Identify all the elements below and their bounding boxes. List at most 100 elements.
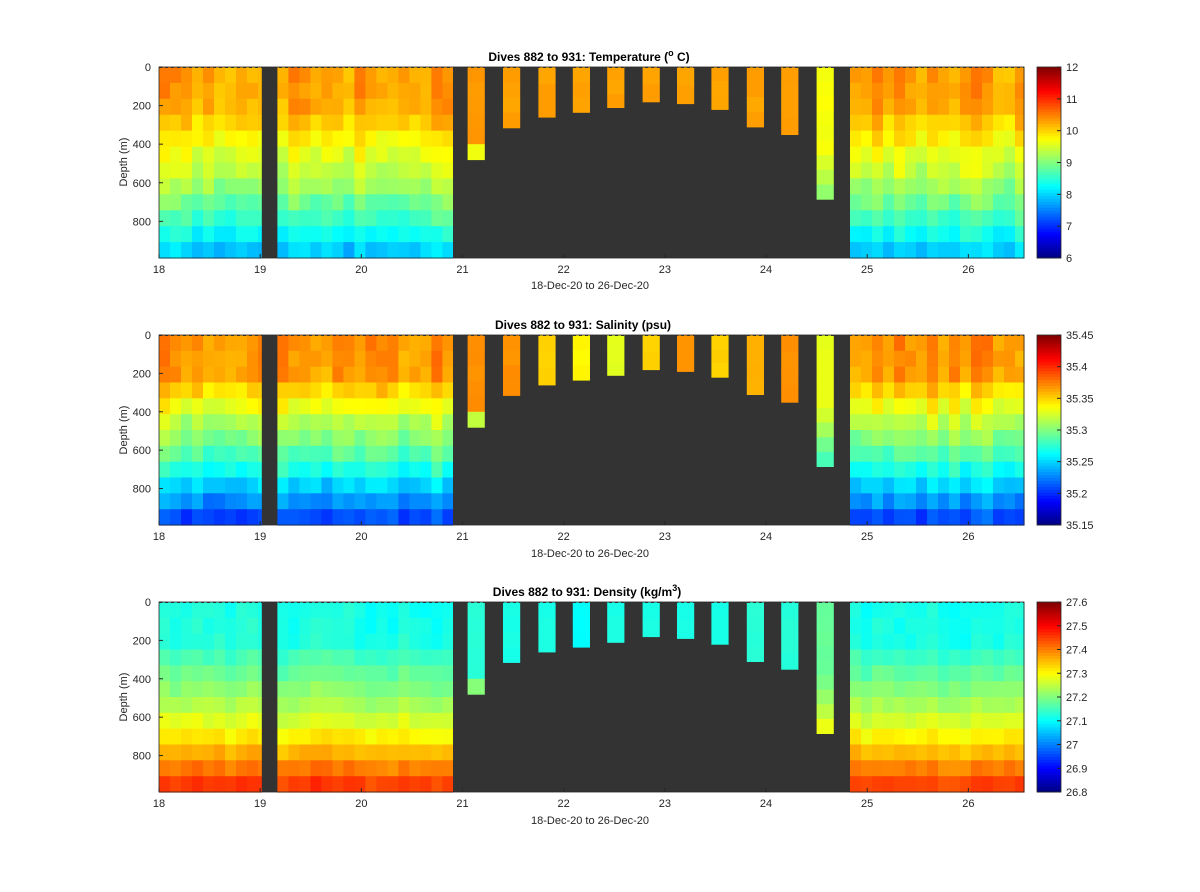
salinity-colorbar-label: 35.4 xyxy=(1066,362,1087,374)
temperature-colorbar-label: 9 xyxy=(1066,158,1072,170)
salinity-xtick-label: 22 xyxy=(558,531,570,543)
salinity-ytick-label: 0 xyxy=(145,330,151,342)
density-short-dive xyxy=(711,602,729,645)
temperature-colorbar-label: 12 xyxy=(1066,62,1078,74)
density-dive-segment xyxy=(850,602,1025,793)
temperature-xlabel: 18-Dec-20 to 26-Dec-20 xyxy=(531,280,649,292)
density-ytick-label: 0 xyxy=(145,597,151,609)
density-xtick-label: 18 xyxy=(153,798,165,810)
salinity-xtick-label: 24 xyxy=(760,531,772,543)
temperature-short-dive xyxy=(781,67,799,135)
density-colorbar-label: 27.3 xyxy=(1066,668,1087,680)
temperature-colorbar-label: 8 xyxy=(1066,189,1072,201)
temperature-title: Dives 882 to 931: Temperature (o C) xyxy=(488,48,689,64)
salinity-colorbar-label: 35.25 xyxy=(1066,457,1094,469)
density-short-dive xyxy=(781,602,799,670)
temperature-ytick-label: 200 xyxy=(133,101,151,113)
salinity-short-dive xyxy=(642,335,660,371)
salinity-short-dive xyxy=(538,335,556,386)
temperature-ytick-label: 600 xyxy=(133,178,151,190)
salinity-ytick-label: 600 xyxy=(133,445,151,457)
temperature-short-dive xyxy=(503,67,521,129)
temperature-ytick-label: 0 xyxy=(145,62,151,74)
density-xtick-label: 20 xyxy=(355,798,367,810)
density-colorbar-label: 27.5 xyxy=(1066,621,1087,633)
temperature-dive-segment xyxy=(850,67,1025,259)
density-xtick-label: 21 xyxy=(456,798,468,810)
salinity-short-dive xyxy=(781,335,799,403)
salinity-colorbar-label: 35.35 xyxy=(1066,393,1094,405)
density-xlabel: 18-Dec-20 to 26-Dec-20 xyxy=(531,815,649,827)
temperature-ylabel: Depth (m) xyxy=(118,138,130,187)
salinity-short-dive xyxy=(711,335,729,378)
salinity-dive-segment xyxy=(850,335,1025,526)
temperature-colorbar-label: 6 xyxy=(1066,253,1072,265)
density-dive-segment xyxy=(277,602,453,793)
salinity-short-dive xyxy=(816,335,834,467)
density-short-dive xyxy=(746,602,764,662)
temperature-xtick-label: 19 xyxy=(254,264,266,276)
temperature-short-dive xyxy=(677,67,695,105)
temperature-panel: Dives 882 to 931: Temperature (o C) Dept… xyxy=(118,48,1078,292)
density-ylabel: Depth (m) xyxy=(118,673,130,722)
temperature-ytick-label: 800 xyxy=(133,216,151,228)
density-xtick-label: 24 xyxy=(760,798,772,810)
salinity-panel: Dives 882 to 931: Salinity (psu) Depth (… xyxy=(118,318,1094,560)
salinity-short-dive xyxy=(503,335,521,396)
salinity-colorbar-label: 35.45 xyxy=(1066,330,1094,342)
temperature-xtick-label: 24 xyxy=(760,264,772,276)
salinity-dive-segment xyxy=(277,335,453,526)
density-xtick-label: 26 xyxy=(962,798,974,810)
density-axes-frame xyxy=(158,601,1025,793)
temperature-axes-frame xyxy=(158,66,1025,259)
temperature-xtick-label: 26 xyxy=(962,264,974,276)
salinity-colorbar-label: 35.15 xyxy=(1066,520,1094,532)
density-xtick-label: 23 xyxy=(659,798,671,810)
density-ytick-label: 200 xyxy=(133,635,151,647)
salinity-short-dive xyxy=(467,335,485,428)
density-colorbar-label: 26.8 xyxy=(1066,787,1087,799)
temperature-colorbar xyxy=(1036,66,1062,259)
salinity-dive-segment xyxy=(159,335,262,526)
salinity-axes-frame xyxy=(158,334,1025,526)
density-colorbar-label: 26.9 xyxy=(1066,763,1087,775)
temperature-short-dive xyxy=(711,67,729,110)
temperature-colorbar-label: 7 xyxy=(1066,221,1072,233)
density-xtick-label: 25 xyxy=(861,798,873,810)
salinity-xtick-label: 21 xyxy=(456,531,468,543)
temperature-colorbar-label: 10 xyxy=(1066,126,1078,138)
salinity-xtick-label: 19 xyxy=(254,531,266,543)
temperature-short-dive xyxy=(538,67,556,118)
temperature-xtick-label: 18 xyxy=(153,264,165,276)
density-short-dive xyxy=(607,602,625,643)
temperature-short-dive xyxy=(572,67,590,113)
salinity-xtick-label: 23 xyxy=(659,531,671,543)
salinity-colorbar-label: 35.2 xyxy=(1066,488,1087,500)
density-colorbar-label: 27 xyxy=(1066,740,1078,752)
salinity-xtick-label: 20 xyxy=(355,531,367,543)
salinity-colorbar-label: 35.3 xyxy=(1066,425,1087,437)
density-panel: Dives 882 to 931: Density (kg/m3) Depth … xyxy=(118,583,1087,827)
density-colorbar-label: 27.1 xyxy=(1066,716,1087,728)
salinity-ytick-label: 800 xyxy=(133,484,151,496)
temperature-dive-segment xyxy=(277,67,453,259)
temperature-xtick-label: 23 xyxy=(659,264,671,276)
density-short-dive xyxy=(538,602,556,653)
density-short-dive xyxy=(467,602,485,695)
temperature-xtick-label: 20 xyxy=(355,264,367,276)
density-title: Dives 882 to 931: Density (kg/m3) xyxy=(493,583,681,599)
salinity-short-dive xyxy=(746,335,764,395)
temperature-ytick-label: 400 xyxy=(133,139,151,151)
salinity-short-dive xyxy=(607,335,625,376)
density-short-dive xyxy=(677,602,695,639)
salinity-xtick-label: 18 xyxy=(153,531,165,543)
salinity-xtick-label: 26 xyxy=(962,531,974,543)
temperature-short-dive xyxy=(816,67,834,200)
density-colorbar-label: 27.2 xyxy=(1066,692,1087,704)
density-colorbar-label: 27.6 xyxy=(1066,597,1087,609)
temperature-short-dive xyxy=(607,67,625,108)
temperature-dive-segment xyxy=(159,67,262,259)
density-short-dive xyxy=(503,602,521,663)
density-dive-segment xyxy=(159,602,262,793)
density-ytick-label: 600 xyxy=(133,712,151,724)
